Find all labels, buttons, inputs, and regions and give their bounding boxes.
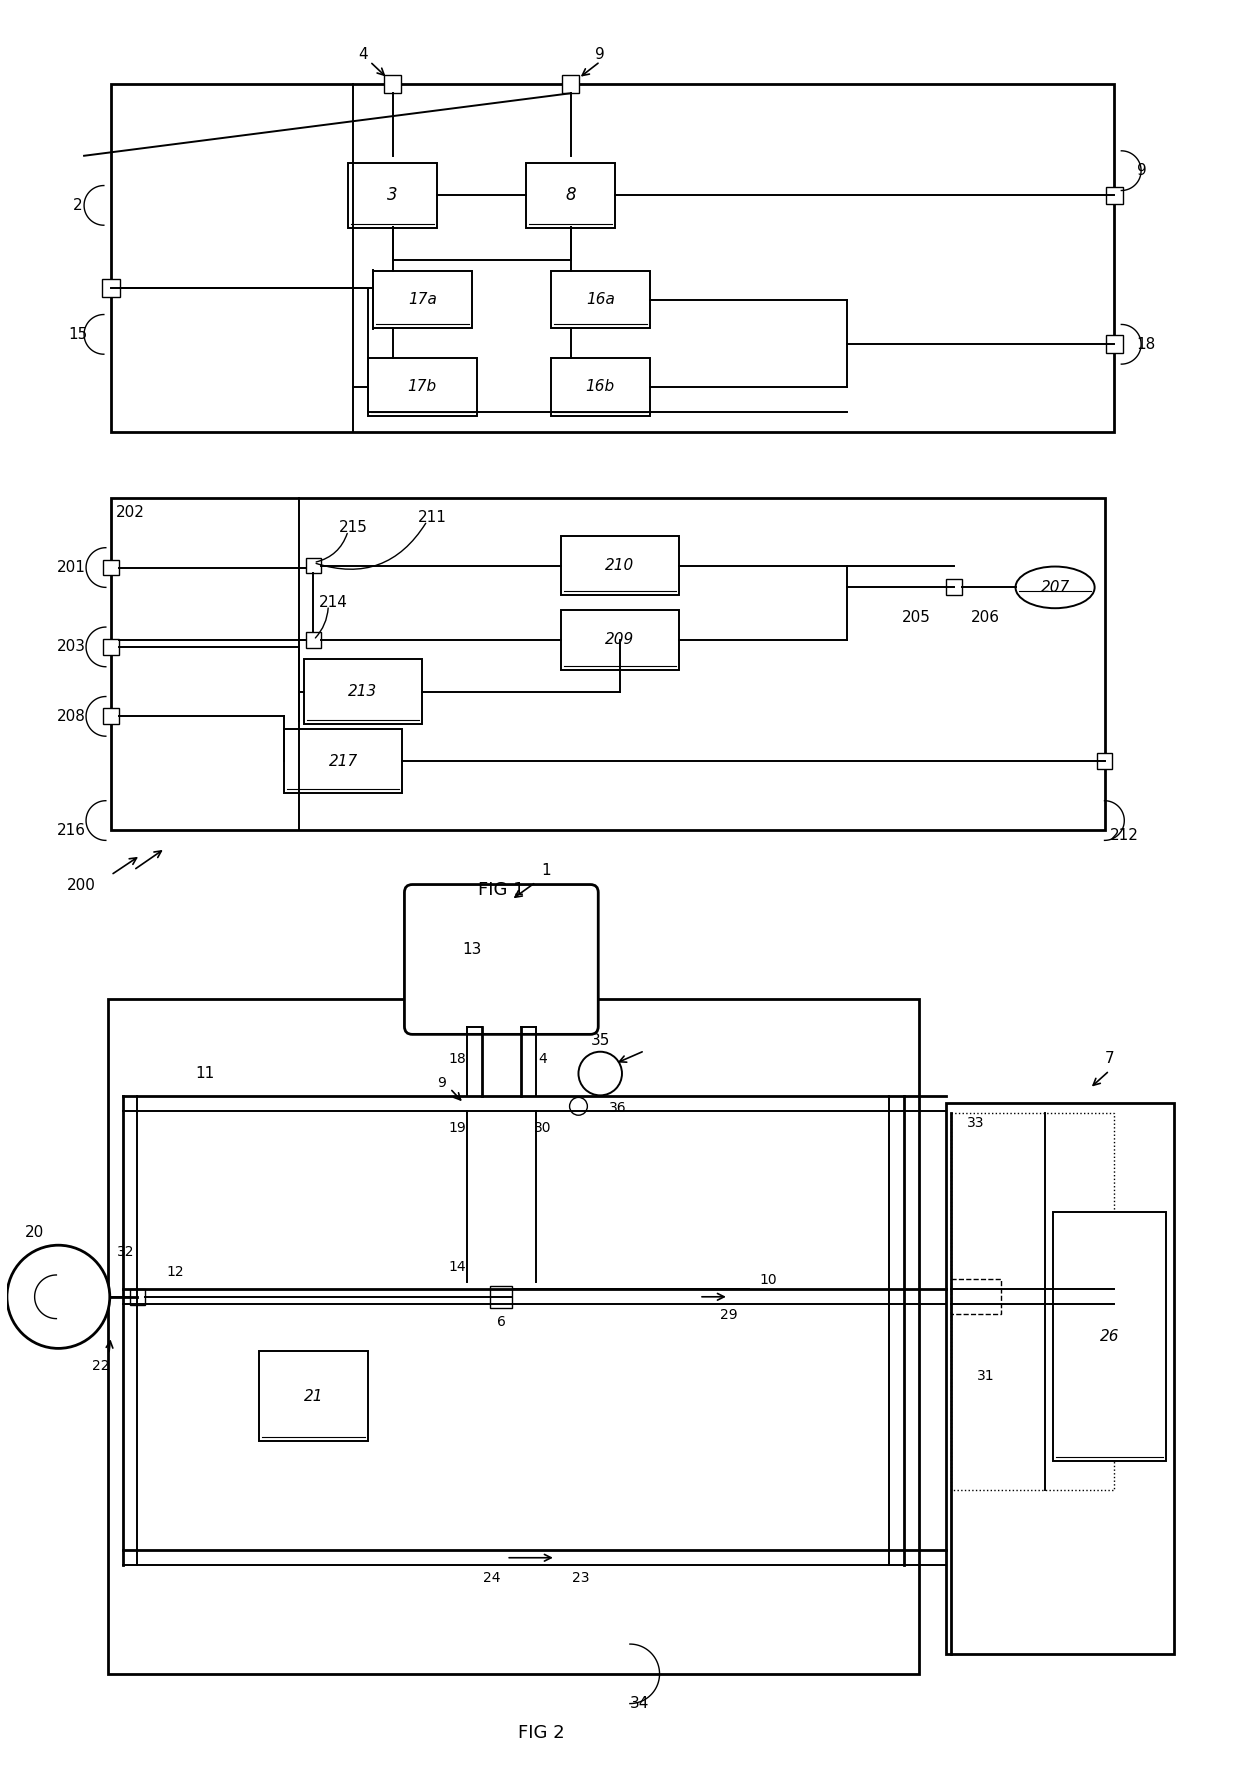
Bar xyxy=(551,270,650,329)
Text: 214: 214 xyxy=(319,594,347,610)
Text: 26: 26 xyxy=(1100,1329,1120,1343)
Text: 17a: 17a xyxy=(408,292,436,308)
Text: 32: 32 xyxy=(117,1245,134,1260)
Text: 4: 4 xyxy=(358,46,368,62)
Bar xyxy=(551,358,650,416)
Bar xyxy=(526,164,615,228)
Text: 20: 20 xyxy=(25,1224,45,1240)
Text: 208: 208 xyxy=(57,708,86,724)
Text: 215: 215 xyxy=(339,519,367,535)
Text: 30: 30 xyxy=(534,1121,552,1135)
Circle shape xyxy=(579,1051,622,1096)
Bar xyxy=(108,1000,919,1674)
Bar xyxy=(560,610,680,669)
Text: 13: 13 xyxy=(463,943,481,957)
Text: FIG 2: FIG 2 xyxy=(517,1724,564,1742)
Text: 211: 211 xyxy=(418,511,446,525)
Bar xyxy=(373,270,471,329)
Bar xyxy=(1053,1213,1167,1461)
FancyBboxPatch shape xyxy=(404,884,598,1034)
Text: 19: 19 xyxy=(448,1121,466,1135)
Bar xyxy=(348,164,436,228)
Bar xyxy=(368,358,476,416)
Bar xyxy=(951,1114,1115,1491)
Text: 35: 35 xyxy=(590,1034,610,1048)
Text: 209: 209 xyxy=(605,633,635,648)
Text: 7: 7 xyxy=(1105,1051,1115,1066)
Bar xyxy=(103,639,119,655)
Bar xyxy=(946,580,962,596)
Text: 3: 3 xyxy=(387,187,398,205)
Text: 205: 205 xyxy=(903,610,931,624)
Bar xyxy=(103,708,119,724)
Text: 207: 207 xyxy=(1040,580,1070,594)
Text: 33: 33 xyxy=(967,1115,985,1130)
Text: 6: 6 xyxy=(497,1315,506,1329)
Text: 9: 9 xyxy=(438,1076,446,1091)
Text: 10: 10 xyxy=(760,1274,777,1286)
Text: 18: 18 xyxy=(448,1051,466,1066)
Bar xyxy=(103,560,119,575)
Text: 4: 4 xyxy=(538,1051,547,1066)
Bar xyxy=(560,535,680,596)
Text: 213: 213 xyxy=(348,685,377,699)
Text: 1: 1 xyxy=(541,863,551,877)
Text: 2: 2 xyxy=(73,197,83,213)
Bar xyxy=(110,498,1105,831)
Text: 11: 11 xyxy=(195,1066,215,1082)
Bar xyxy=(305,557,321,573)
Text: 8: 8 xyxy=(565,187,575,205)
Text: 23: 23 xyxy=(572,1571,589,1585)
Text: 22: 22 xyxy=(92,1359,109,1373)
Text: 210: 210 xyxy=(605,559,635,573)
Text: 12: 12 xyxy=(166,1265,184,1279)
Circle shape xyxy=(7,1245,110,1348)
Bar xyxy=(1106,336,1123,354)
Text: 36: 36 xyxy=(609,1101,627,1115)
Bar xyxy=(259,1352,368,1441)
Text: 9: 9 xyxy=(595,46,605,62)
Text: 216: 216 xyxy=(57,824,86,838)
Bar xyxy=(304,660,423,724)
Bar xyxy=(562,75,579,93)
Text: 200: 200 xyxy=(67,877,95,893)
Text: 18: 18 xyxy=(1136,336,1156,352)
Text: 14: 14 xyxy=(448,1260,466,1274)
Bar xyxy=(491,1286,512,1308)
Text: 206: 206 xyxy=(971,610,1001,624)
Text: 29: 29 xyxy=(720,1308,738,1322)
Bar xyxy=(383,75,402,93)
Bar xyxy=(1106,187,1123,205)
Text: 17b: 17b xyxy=(408,379,436,395)
Bar xyxy=(1096,753,1112,769)
Circle shape xyxy=(569,1098,588,1115)
Bar xyxy=(305,632,321,648)
Text: 16b: 16b xyxy=(585,379,615,395)
Bar xyxy=(951,1279,1001,1313)
Text: FIG 1: FIG 1 xyxy=(479,881,525,898)
Text: 201: 201 xyxy=(57,560,86,575)
Text: 16a: 16a xyxy=(585,292,615,308)
Bar xyxy=(110,84,1115,432)
Bar xyxy=(102,279,120,297)
Text: 31: 31 xyxy=(977,1370,994,1382)
Text: 9: 9 xyxy=(1137,164,1147,178)
Text: 212: 212 xyxy=(1110,827,1138,843)
Text: 34: 34 xyxy=(630,1695,650,1711)
Bar xyxy=(129,1288,145,1304)
Bar xyxy=(284,729,403,793)
Text: 217: 217 xyxy=(329,754,358,769)
Bar xyxy=(946,1103,1174,1654)
Text: 203: 203 xyxy=(57,639,86,655)
Text: 24: 24 xyxy=(482,1571,500,1585)
Ellipse shape xyxy=(1016,566,1095,608)
Text: 202: 202 xyxy=(117,505,145,521)
Text: 15: 15 xyxy=(68,327,88,342)
Text: 21: 21 xyxy=(304,1389,324,1404)
